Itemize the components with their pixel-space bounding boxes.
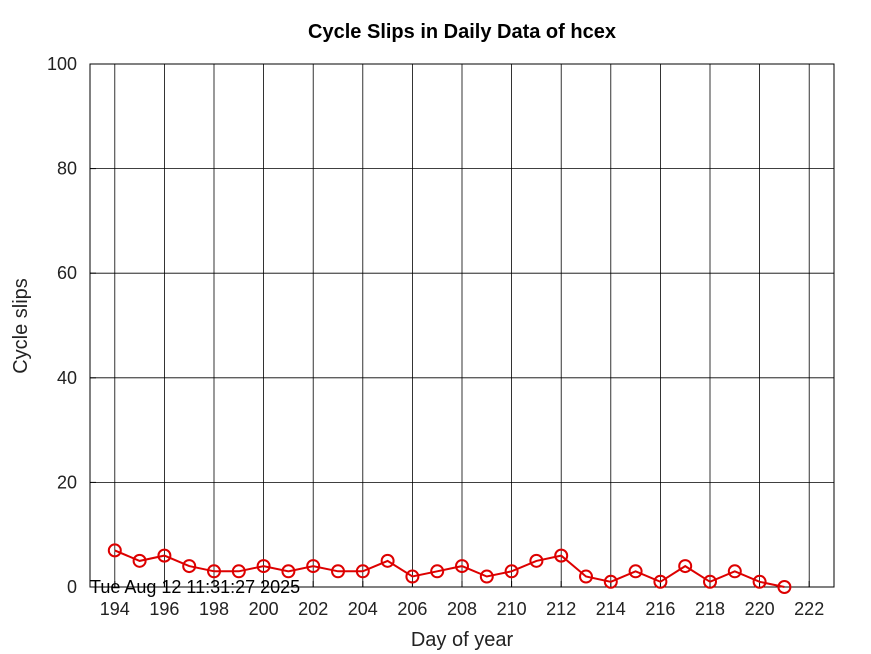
y-tick-labels: 0 20 40 60 80 100 — [47, 54, 77, 597]
chart-title: Cycle Slips in Daily Data of hcex — [308, 21, 616, 43]
data-point — [132, 553, 147, 568]
data-point — [231, 564, 246, 579]
data-point — [430, 564, 445, 579]
y-tick-label: 100 — [47, 54, 77, 74]
data-point — [529, 553, 544, 568]
x-tick-label: 218 — [695, 599, 725, 619]
y-tick-label: 40 — [57, 368, 77, 388]
data-point — [727, 564, 742, 579]
x-tick-label: 200 — [249, 599, 279, 619]
data-point — [355, 564, 370, 579]
data-point — [653, 574, 668, 589]
x-tick-label: 206 — [397, 599, 427, 619]
data-point — [331, 564, 345, 579]
data-point — [281, 564, 296, 579]
x-tick-label: 212 — [546, 599, 576, 619]
timestamp-label: Tue Aug 12 11:31:27 2025 — [90, 577, 300, 597]
data-point — [182, 559, 197, 574]
x-tick-label: 204 — [348, 599, 378, 619]
x-tick-label: 210 — [497, 599, 527, 619]
y-tick-label: 0 — [67, 577, 77, 597]
series-line — [114, 549, 785, 588]
y-tick-label: 80 — [57, 159, 77, 179]
data-point — [504, 564, 519, 579]
x-tick-label: 194 — [100, 599, 130, 619]
x-tick-label: 198 — [199, 599, 229, 619]
x-tick-label: 216 — [645, 599, 675, 619]
data-point — [157, 548, 172, 563]
y-axis-label: Cycle slips — [10, 278, 32, 374]
data-point — [554, 548, 569, 563]
axis-ticks — [90, 63, 810, 588]
data-point — [579, 569, 593, 584]
data-point — [207, 564, 221, 579]
data-point — [479, 569, 494, 584]
x-tick-label: 214 — [596, 599, 626, 619]
data-point — [777, 580, 792, 594]
data-point — [628, 564, 643, 579]
data-point — [703, 574, 717, 589]
data-point — [678, 559, 693, 574]
data-point — [107, 543, 122, 558]
data-point — [306, 559, 321, 574]
grid-lines — [90, 63, 834, 588]
x-axis-label: Day of year — [411, 629, 514, 651]
data-point — [256, 559, 271, 574]
x-tick-labels: 194 196 198 200 202 204 206 208 210 212 214 216 218 2… — [100, 599, 824, 619]
data-point — [455, 559, 469, 574]
x-tick-label: 220 — [745, 599, 775, 619]
x-tick-label: 222 — [794, 599, 824, 619]
data-point — [752, 574, 767, 589]
series-layer — [107, 543, 792, 594]
data-point — [603, 574, 618, 589]
data-point — [405, 569, 420, 584]
x-tick-label: 196 — [149, 599, 179, 619]
x-tick-label: 208 — [447, 599, 477, 619]
y-tick-label: 20 — [57, 472, 77, 492]
x-tick-label: 202 — [298, 599, 328, 619]
data-point — [380, 553, 395, 568]
y-tick-label: 60 — [57, 263, 77, 283]
